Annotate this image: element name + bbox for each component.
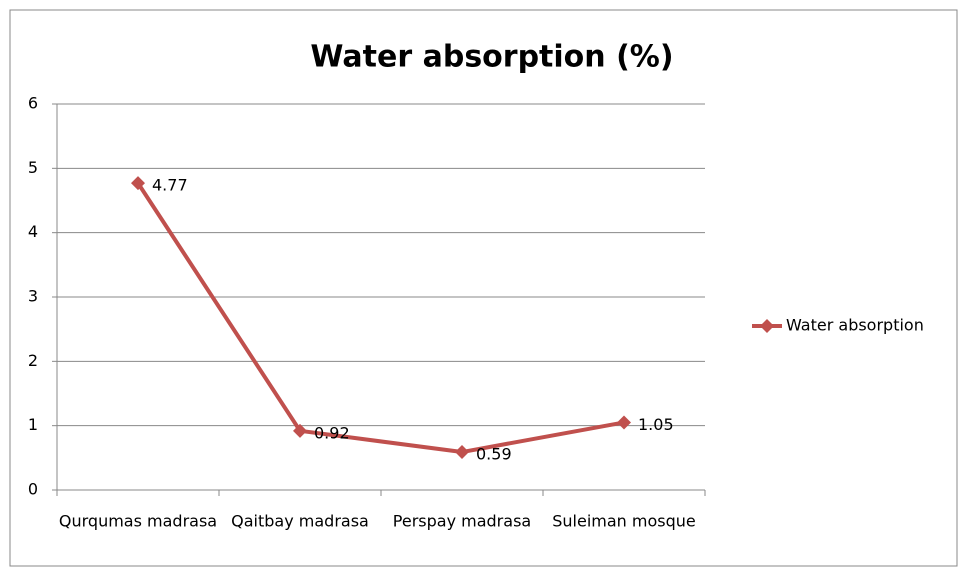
y-tick-label: 1 [28,415,38,434]
legend-marker [760,319,774,333]
x-tick-label: Perspay madrasa [393,512,531,531]
legend-label: Water absorption [786,316,924,335]
series-line [136,182,625,455]
x-tick-label: Suleiman mosque [552,512,696,531]
y-tick-label: 6 [28,94,38,113]
y-tick-label: 5 [28,158,38,177]
data-label: 0.59 [476,445,512,464]
x-tick-label: Qurqumas madrasa [59,512,217,531]
data-label: 1.05 [638,415,674,434]
y-tick-label: 2 [28,351,38,370]
marker [293,423,307,438]
chart-title: Water absorption (%) [310,40,673,75]
y-tick-label: 0 [28,480,38,499]
data-label: 0.92 [314,423,350,442]
marker [131,176,145,191]
y-tick-label: 3 [28,287,38,306]
x-tick-label: Qaitbay madrasa [231,512,369,531]
chart-border [9,9,958,567]
marker [455,445,469,460]
marker [617,415,631,430]
y-tick-label: 4 [28,222,38,241]
data-label: 4.77 [152,176,188,195]
